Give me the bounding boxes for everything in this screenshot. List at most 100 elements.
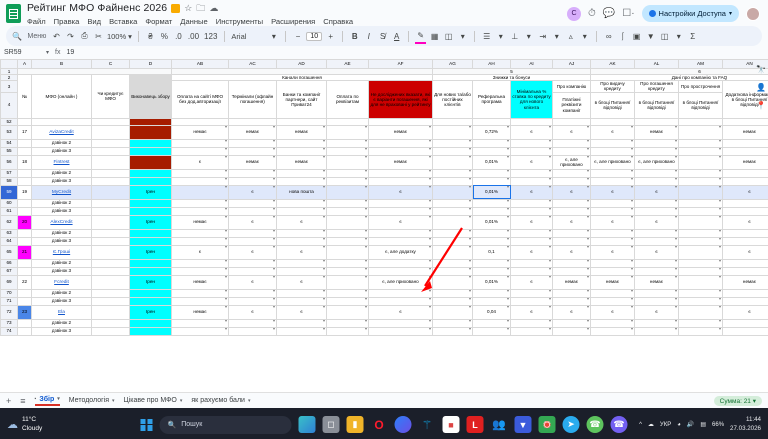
header-terminals[interactable]: Термінали (офлайн погашення) [228,80,277,119]
cell-value[interactable]: є [722,184,768,200]
cell[interactable] [17,288,32,298]
cell-value[interactable] [678,304,723,320]
cell[interactable] [510,138,553,148]
cell-value[interactable]: є [368,304,433,320]
cell[interactable] [91,198,130,208]
corner-cell[interactable] [0,59,18,69]
zoom-selector[interactable]: 100% ▾ [107,32,132,41]
cell[interactable] [326,228,369,238]
cell[interactable] [510,266,553,276]
cell-value[interactable]: є [634,184,679,200]
cell[interactable] [590,236,635,246]
collaborator-avatar-icon[interactable]: C [566,6,581,21]
cell[interactable] [678,206,723,216]
teams-icon[interactable]: 👥 [492,419,506,431]
cell-collector[interactable] [129,138,172,148]
cell[interactable] [368,288,433,298]
cell[interactable] [634,198,679,208]
cell-value[interactable]: немає [634,274,679,290]
taskbar-search-input[interactable]: 🔍 Пошук [159,415,292,434]
cell-value[interactable]: є [552,244,591,260]
cell-value[interactable]: 0,01% [472,154,511,170]
cell[interactable] [368,296,433,306]
cell-value[interactable]: 0,72% [472,124,511,140]
cell-value[interactable]: є [590,124,635,140]
cell[interactable] [722,206,768,216]
header-extra-info[interactable]: Додаткова інформація в блоці Питання/від… [722,80,768,119]
cell[interactable] [91,318,130,328]
col-header-al[interactable]: AL [634,59,679,69]
cell[interactable] [510,198,553,208]
cell[interactable] [472,258,511,268]
text-wrap-icon[interactable]: ⇥ [539,31,547,41]
cell-value[interactable] [326,244,369,260]
cell[interactable] [510,288,553,298]
table-row[interactable]: 5919MyCreditІренєнова поштає0,01%єєєєє [0,184,768,200]
cell[interactable] [17,296,32,306]
cell[interactable] [228,266,277,276]
opera-icon[interactable]: O [374,417,384,432]
cell[interactable] [326,296,369,306]
cell[interactable] [510,146,553,156]
menu-item-help[interactable]: Справка [323,16,354,26]
cell[interactable] [91,176,130,186]
cell[interactable] [432,176,473,186]
sub-row-label[interactable]: дзвінок 2 [31,258,92,268]
font-size-input[interactable]: 10 [306,31,323,41]
borders-icon[interactable]: ▦ [430,31,439,41]
cell-value[interactable]: немає [276,124,327,140]
col-header-c[interactable]: C [91,59,130,69]
cell[interactable] [590,198,635,208]
cell[interactable] [510,318,553,328]
cell[interactable] [171,117,229,126]
cell[interactable] [472,168,511,178]
menu-item-data[interactable]: Данные [180,16,208,26]
cell-value[interactable] [432,274,473,290]
cell[interactable] [171,176,229,186]
cell[interactable] [510,168,553,178]
cell[interactable] [678,288,723,298]
cell-value[interactable]: є [552,214,591,230]
percent-icon[interactable]: % [160,31,168,41]
sub-row-label[interactable]: дзвінок 2 [31,318,92,328]
cell-value[interactable] [678,244,723,260]
cell[interactable] [228,288,277,298]
col-header-ah[interactable]: AH [472,59,511,69]
col-header-b[interactable]: B [31,59,92,69]
viber-green-icon[interactable]: ☎ [586,416,604,433]
cell[interactable] [276,117,327,126]
explore-icon[interactable]: 🔭 [756,65,766,74]
sub-row-label[interactable]: дзвінок 3 [31,206,92,216]
strikethrough-icon[interactable]: S̸ [380,31,386,41]
cell[interactable] [722,258,768,268]
cell-value[interactable] [326,184,369,200]
chevron-down-icon[interactable]: ▾ [752,397,756,405]
cell[interactable] [91,228,130,238]
cell[interactable] [552,117,591,126]
cell[interactable] [634,206,679,216]
table-row[interactable]: 66 дзвінок 2 [0,258,768,268]
cell-value[interactable]: немає [590,274,635,290]
cell[interactable] [276,176,327,186]
cell[interactable] [634,138,679,148]
status-badge[interactable]: Сумма: 21 ▾ [713,395,762,406]
header-row-3[interactable]: 3 Оплата на сайті МФО без дод.авторизаці… [0,80,768,119]
chevron-down-icon[interactable]: ▾ [728,11,732,17]
cell[interactable] [634,176,679,186]
meet-icon[interactable]: ☐· [622,8,635,19]
cell[interactable] [129,117,172,126]
history-icon[interactable]: ⏱ [587,8,596,19]
header-new-clients[interactable]: Для нових та/або постійних клієнтів [432,80,473,119]
cell[interactable] [326,168,369,178]
cell[interactable] [432,318,473,328]
cell[interactable] [634,288,679,298]
cell[interactable] [634,117,679,126]
cell-mfo-name[interactable]: AlexCredit [31,214,92,230]
header-about-repay-sub[interactable]: в блоці Питання/відповіді [634,91,679,119]
paint-format-icon[interactable]: ✂ [95,31,102,41]
header-about-delay[interactable]: Про прострочення [678,80,723,93]
cell[interactable] [678,258,723,268]
header-about-delay-sub[interactable]: в блоці Питання/відповіді [678,91,723,119]
cell[interactable] [171,296,229,306]
header-min-rate[interactable]: Мінімальна % ставка по кредиту для новог… [510,80,553,119]
